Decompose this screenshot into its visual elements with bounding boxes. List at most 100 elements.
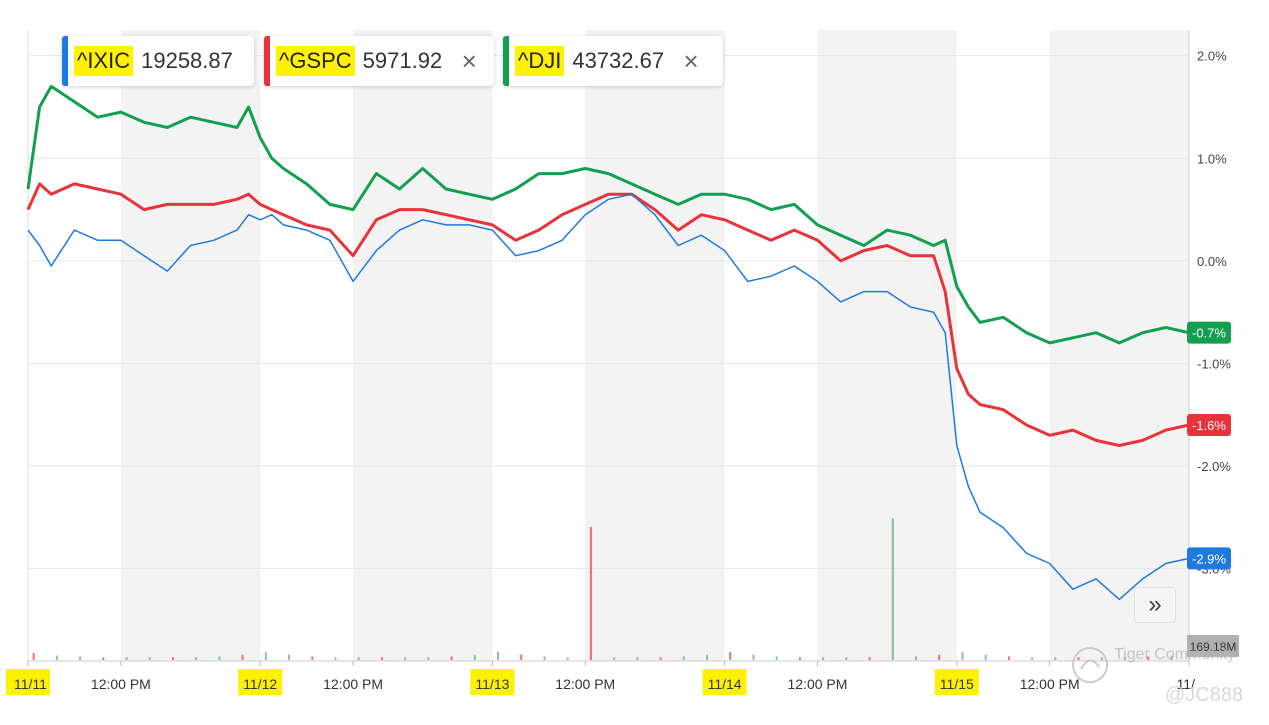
y-tick-label: 2.0% <box>1197 49 1227 64</box>
y-tick-label: -1.0% <box>1197 356 1231 371</box>
series-line-dji <box>26 84 1190 345</box>
x-tick-label: 11/14 <box>708 676 742 692</box>
volume-bar <box>102 657 105 660</box>
volume-bar <box>589 527 592 660</box>
volume-bar <box>1147 656 1150 660</box>
x-tick-label: 12:00 PM <box>788 676 848 692</box>
volume-bar <box>55 655 58 660</box>
volume-bar <box>566 657 569 660</box>
volume-bar <box>334 657 337 660</box>
series-end-label: -1.6% <box>1192 418 1226 433</box>
volume-bar <box>311 656 314 660</box>
series-end-label: -0.7% <box>1192 326 1226 341</box>
signature-text: @JC888 <box>1165 684 1244 706</box>
legend-chip-gspc[interactable]: ^GSPC 5971.92 × <box>264 36 494 86</box>
volume-bar <box>775 656 778 660</box>
x-tick-highlight <box>238 669 283 695</box>
volume-bar <box>868 657 871 660</box>
volume-bar <box>450 656 453 660</box>
chip-symbol: ^IXIC <box>74 46 134 76</box>
volume-bar <box>1031 657 1034 660</box>
series-end-label: -2.9% <box>1192 551 1226 566</box>
volume-bar <box>1123 657 1126 660</box>
volume-bar <box>543 656 546 660</box>
series-color-indicator <box>62 36 68 86</box>
volume-bar <box>1054 657 1057 660</box>
volume-bar <box>682 656 685 660</box>
session-band <box>1049 30 1189 661</box>
volume-bar <box>241 654 244 660</box>
volume-bar <box>659 657 662 660</box>
volume-bar <box>195 657 198 660</box>
volume-bar <box>915 656 918 660</box>
volume-bar <box>357 657 360 660</box>
legend-chip-ixic[interactable]: ^IXIC 19258.87 <box>62 36 254 86</box>
volume-bar <box>1170 655 1173 660</box>
volume-bar <box>729 652 732 660</box>
series-end-label-bg <box>1187 321 1231 344</box>
watermark-logo-icon <box>1070 645 1110 690</box>
series-end-label-bg <box>1187 414 1231 437</box>
volume-bar <box>636 657 639 660</box>
session-band <box>353 30 493 661</box>
volume-bar <box>520 654 523 660</box>
volume-bar <box>891 518 894 660</box>
legend-chip-dji[interactable]: ^DJI 43732.67 × <box>503 36 723 86</box>
volume-bar <box>752 654 755 660</box>
volume-bar <box>380 657 383 660</box>
volume-bar <box>1100 657 1103 660</box>
series-color-indicator <box>264 36 270 86</box>
x-tick-label: 12:00 PM <box>1020 676 1080 692</box>
series-color-indicator <box>503 36 509 86</box>
x-tick-label: 11/12 <box>243 676 277 692</box>
volume-bar <box>79 656 82 660</box>
volume-max-label: 169.18M <box>1190 640 1237 654</box>
watermark-text: Tiger Community <box>1114 646 1236 663</box>
chip-symbol: ^GSPC <box>276 46 355 76</box>
x-tick-highlight <box>470 669 515 695</box>
chip-price: 19258.87 <box>141 48 233 73</box>
chip-symbol: ^DJI <box>515 46 565 76</box>
close-icon[interactable]: × <box>683 45 699 76</box>
chip-price: 5971.92 <box>362 48 443 73</box>
y-tick-label: -2.0% <box>1197 459 1231 474</box>
series-line-gspc <box>26 182 1190 447</box>
volume-bar <box>845 657 848 660</box>
volume-bar <box>404 657 407 660</box>
volume-bar <box>822 657 825 660</box>
x-tick-label: 11/13 <box>475 676 509 692</box>
volume-bar <box>427 657 430 660</box>
x-tick-label: 12:00 PM <box>555 676 615 692</box>
volume-bar <box>497 652 500 660</box>
x-tick-label: 11/ <box>1177 676 1196 692</box>
x-tick-highlight <box>702 669 747 695</box>
volume-bar <box>288 654 291 660</box>
volume-bar <box>125 657 128 660</box>
x-tick-highlight <box>6 669 50 695</box>
y-tick-label: 1.0% <box>1197 151 1227 166</box>
expand-chevrons-icon[interactable]: » <box>1134 587 1176 623</box>
volume-bar <box>218 656 221 660</box>
series-line-ixic <box>27 193 1190 601</box>
close-icon[interactable]: × <box>461 45 477 76</box>
session-band <box>120 30 261 661</box>
volume-bar <box>706 654 709 660</box>
session-band <box>585 30 725 661</box>
volume-bar <box>473 654 476 660</box>
volume-bar <box>171 657 174 660</box>
y-tick-label: 0.0% <box>1197 254 1227 269</box>
volume-bar <box>148 657 151 660</box>
x-tick-label: 11/15 <box>940 676 974 692</box>
chip-price: 43732.67 <box>572 48 665 73</box>
volume-label-bg <box>1187 635 1239 657</box>
volume-bar <box>798 657 801 660</box>
volume-bar <box>938 654 941 660</box>
volume-bar <box>1077 657 1080 660</box>
volume-bar <box>961 652 964 660</box>
volume-bar <box>984 654 987 660</box>
x-tick-highlight <box>934 669 979 695</box>
volume-bar <box>613 657 616 660</box>
session-band <box>817 30 957 661</box>
